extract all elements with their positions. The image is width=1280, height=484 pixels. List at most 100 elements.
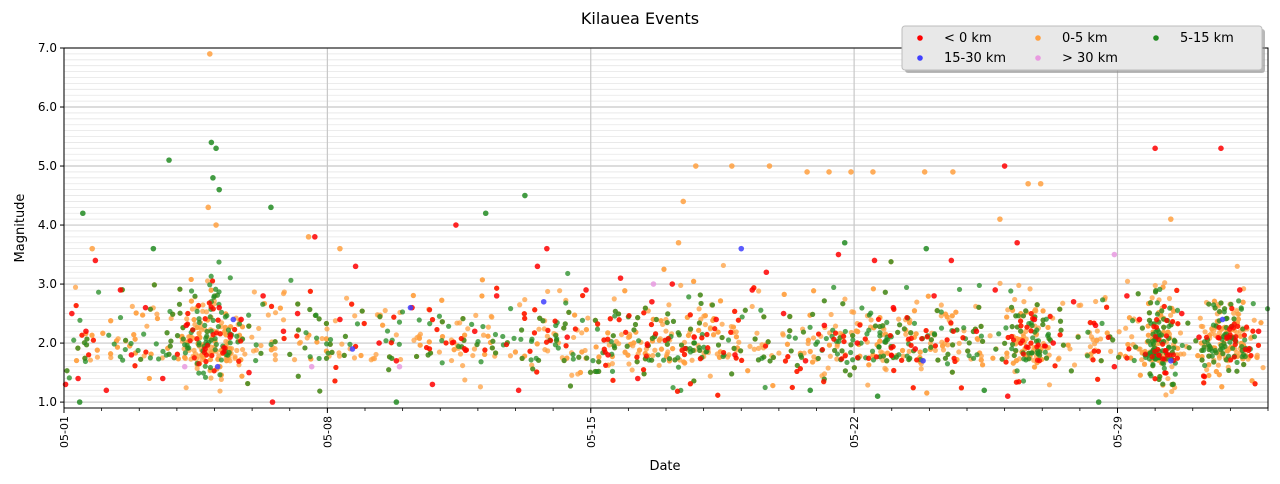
point-0-km <box>280 328 287 335</box>
points-layer <box>62 51 1271 405</box>
bg-point-5-15km <box>765 339 771 345</box>
y-tick-label: 6.0 <box>38 100 57 114</box>
bg-point-lt0km <box>641 310 647 316</box>
bg-point-5-15km <box>208 337 214 343</box>
point-0-5-km <box>870 169 876 175</box>
bg-point-5-15km <box>864 331 870 337</box>
point-0-km <box>1111 363 1118 370</box>
bg-point-5-15km <box>895 329 901 335</box>
bg-point-5-15km <box>821 298 827 304</box>
bg-point-0-5km <box>1215 362 1221 368</box>
bg-point-0-5km <box>208 287 214 293</box>
bg-point-lt0km <box>831 336 837 342</box>
point-15-30-km <box>540 298 547 305</box>
bg-point-0-5km <box>1202 329 1208 335</box>
bg-point-5-15km <box>128 340 134 347</box>
bg-point-5-15km <box>678 342 685 348</box>
bg-point-5-15km <box>166 351 172 357</box>
bg-point-5-15km <box>649 335 655 341</box>
bg-point-0-5km <box>938 313 944 319</box>
bg-point-lt0km <box>1124 355 1130 361</box>
bg-point-0-5km <box>781 291 787 297</box>
point-5-15-km <box>841 239 848 246</box>
bg-point-5-15km <box>1220 351 1226 357</box>
bg-point-0-5km <box>990 355 996 361</box>
bg-point-5-15km <box>848 342 854 348</box>
bg-point-0-5km <box>1027 286 1033 292</box>
bg-point-lt0km <box>1231 354 1237 360</box>
bg-point-5-15km <box>696 320 703 326</box>
point-0-km <box>246 369 252 376</box>
bg-point-5-15km <box>170 311 176 317</box>
bg-point-5-15km <box>884 319 890 325</box>
bg-point-5-15km <box>253 357 259 364</box>
bg-point-lt0km <box>547 337 554 344</box>
point-0-km <box>691 334 698 340</box>
bg-point-lt0km <box>1154 317 1160 323</box>
bg-point-0-5km <box>776 350 782 356</box>
bg-point-5-15km <box>1023 308 1029 314</box>
bg-point-5-15km <box>329 349 335 355</box>
bg-point-5-15km <box>877 333 883 339</box>
bg-point-0-5km <box>462 332 468 338</box>
bg-point-5-15km <box>1068 368 1074 374</box>
bg-point-0-5km <box>477 384 484 390</box>
bg-point-5-15km <box>993 346 999 352</box>
bg-point-5-15km <box>1098 358 1104 364</box>
bg-point-0-5km <box>191 317 197 323</box>
bg-point-0-5km <box>1169 388 1175 395</box>
bg-point-5-15km <box>636 338 642 344</box>
bg-point-5-15km <box>566 309 572 315</box>
bg-point-5-15km <box>196 370 202 376</box>
bg-point-5-15km <box>168 338 174 344</box>
bg-point-5-15km <box>587 369 594 375</box>
bg-point-5-15km <box>225 352 231 358</box>
point-0-km <box>649 298 655 305</box>
bg-point-0-5km <box>1123 325 1129 331</box>
bg-point-0-5km <box>108 318 114 324</box>
bg-point-5-15km <box>823 335 829 342</box>
legend-label: > 30 km <box>1062 51 1118 66</box>
bg-point-5-15km <box>1147 371 1153 377</box>
bg-point-lt0km <box>232 326 238 333</box>
bg-point-5-15km <box>739 314 745 320</box>
bg-point-0-5km <box>593 344 599 350</box>
bg-point-0-5km <box>689 357 695 363</box>
bg-point-0-5km <box>280 290 287 297</box>
bg-point-0-5km <box>480 332 487 338</box>
point-0-km <box>183 322 190 329</box>
bg-point-5-15km <box>234 333 240 339</box>
bg-point-5-15km <box>469 321 475 327</box>
bg-point-0-5km <box>426 339 432 345</box>
point-0-km <box>749 287 756 293</box>
bg-point-0-5km <box>805 337 812 343</box>
bg-point-0-5km <box>661 266 667 272</box>
bg-point-lt0km <box>1227 357 1234 363</box>
bg-point-5-15km <box>377 314 383 320</box>
bg-point-5-15km <box>691 340 697 346</box>
bg-point-lt0km <box>616 317 622 323</box>
bg-point-0-5km <box>939 343 946 349</box>
bg-point-5-15km <box>1216 308 1223 315</box>
bg-point-0-5km <box>457 351 464 357</box>
bg-point-5-15km <box>590 358 596 364</box>
bg-point-0-5km <box>1040 308 1046 314</box>
bg-point-0-5km <box>1004 350 1010 356</box>
bg-point-0-5km <box>144 323 150 329</box>
bg-point-5-15km <box>439 319 445 325</box>
bg-point-5-15km <box>1009 346 1015 352</box>
bg-point-0-5km <box>397 356 404 363</box>
bg-point-5-15km <box>492 331 499 338</box>
bg-point-0-5km <box>577 369 584 376</box>
bg-point-5-15km <box>1211 359 1217 365</box>
bg-point-lt0km <box>1028 311 1034 317</box>
bg-point-5-15km <box>675 364 682 370</box>
bg-point-5-15km <box>1028 320 1034 326</box>
bg-point-5-15km <box>1234 368 1240 374</box>
bg-point-0-5km <box>87 357 94 363</box>
bg-point-lt0km <box>202 316 208 322</box>
bg-point-0-5km <box>297 339 304 345</box>
bg-point-0-5km <box>448 357 455 364</box>
bg-point-5-15km <box>455 343 462 350</box>
point-0-5-km <box>848 169 854 175</box>
